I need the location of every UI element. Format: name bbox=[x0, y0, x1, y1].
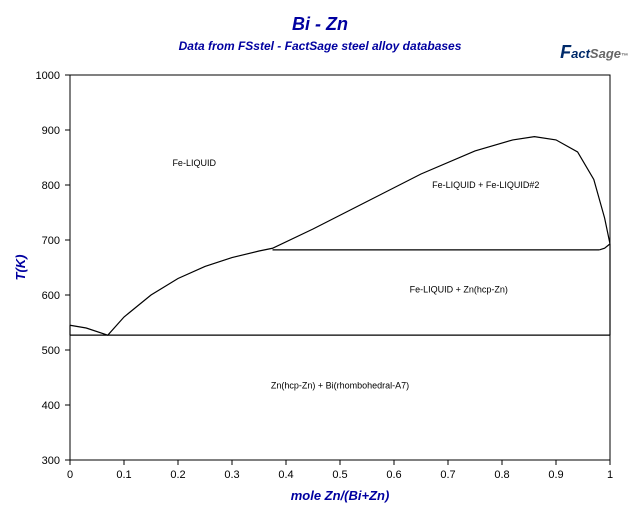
x-tick-label: 0.7 bbox=[440, 469, 455, 481]
y-tick-label: 1000 bbox=[36, 70, 60, 82]
x-tick-label: 0.8 bbox=[494, 469, 509, 481]
y-tick-label: 800 bbox=[42, 180, 60, 192]
x-tick-label: 0 bbox=[67, 469, 73, 481]
phase-curve bbox=[70, 137, 610, 336]
y-tick-label: 700 bbox=[42, 235, 60, 247]
factsage-logo: FactSage™ bbox=[560, 42, 628, 63]
x-tick-label: 0.4 bbox=[278, 469, 293, 481]
chart-title: Bi - Zn bbox=[292, 14, 348, 34]
y-axis-label: T(K) bbox=[13, 255, 28, 281]
x-tick-label: 0.5 bbox=[332, 469, 347, 481]
y-tick-label: 600 bbox=[42, 290, 60, 302]
x-tick-label: 1 bbox=[607, 469, 613, 481]
y-tick-label: 500 bbox=[42, 345, 60, 357]
region-label: Fe-LIQUID + Fe-LIQUID#2 bbox=[432, 180, 539, 190]
x-tick-label: 0.1 bbox=[116, 469, 131, 481]
y-tick-label: 300 bbox=[42, 455, 60, 467]
plot-border bbox=[70, 75, 610, 460]
region-label: Fe-LIQUID + Zn(hcp-Zn) bbox=[410, 284, 508, 294]
y-tick-label: 900 bbox=[42, 125, 60, 137]
y-tick-label: 400 bbox=[42, 400, 60, 412]
phase-curve bbox=[599, 244, 610, 250]
x-tick-label: 0.9 bbox=[548, 469, 563, 481]
region-label: Zn(hcp-Zn) + Bi(rhombohedral-A7) bbox=[271, 381, 409, 391]
phase-diagram-chart: Bi - Zn Data from FSstel - FactSage steel… bbox=[0, 0, 640, 504]
x-axis-label: mole Zn/(Bi+Zn) bbox=[291, 488, 390, 503]
chart-subtitle: Data from FSstel - FactSage steel alloy … bbox=[179, 39, 462, 53]
x-tick-label: 0.3 bbox=[224, 469, 239, 481]
x-tick-label: 0.2 bbox=[170, 469, 185, 481]
region-label: Fe-LIQUID bbox=[172, 158, 216, 168]
x-tick-label: 0.6 bbox=[386, 469, 401, 481]
